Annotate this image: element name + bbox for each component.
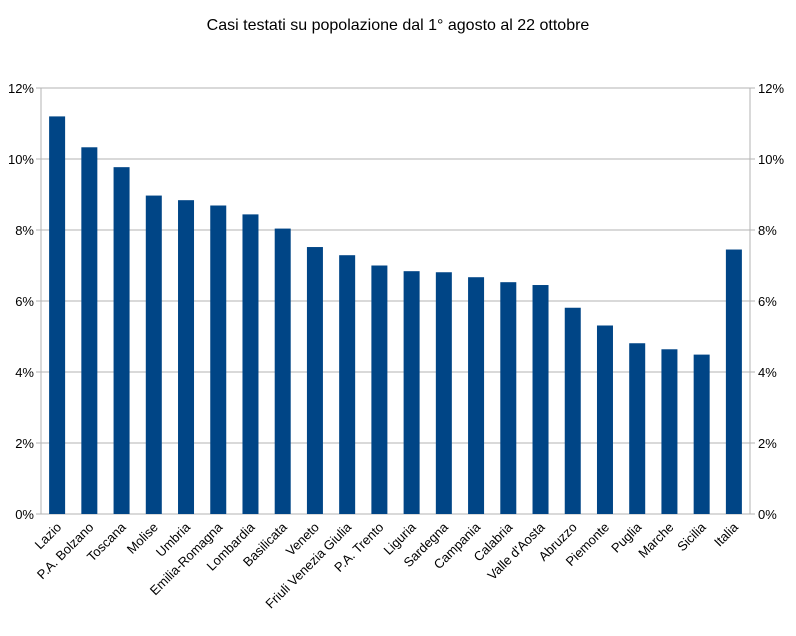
axes [40,88,751,514]
bar [210,205,227,514]
bar [629,343,646,514]
y-tick-label-right: 4% [758,365,777,380]
bar [693,354,710,514]
bar [564,307,581,514]
bar [500,282,517,514]
bar [403,271,420,514]
gridlines [36,87,755,515]
y-tick-label-left: 8% [15,223,34,238]
bar [81,147,98,514]
bar [274,228,291,514]
bar [661,349,678,514]
bar [113,167,130,515]
y-tick-label-left: 6% [15,294,34,309]
bar [178,200,195,514]
y-tick-label-left: 12% [8,81,34,96]
bar [468,277,485,514]
left-y-axis-ticks: 0% 2% 4% 6% 8% 10% 12% [8,81,34,522]
y-tick-label-left: 2% [15,436,34,451]
y-tick-label-left: 10% [8,152,34,167]
right-y-axis-ticks: 0% 2% 4% 6% 8% 10% 12% [758,81,784,522]
bar [145,195,162,514]
x-tick-label: Italia [711,519,742,550]
bar [339,255,356,514]
y-tick-label-right: 8% [758,223,777,238]
y-tick-label-right: 12% [758,81,784,96]
bar [306,247,323,515]
y-tick-label-left: 0% [15,507,34,522]
x-tick-label: Marche [635,520,676,561]
bar [725,249,742,514]
y-tick-label-right: 6% [758,294,777,309]
y-tick-label-right: 0% [758,507,777,522]
bar [49,116,66,515]
bar [435,272,452,514]
bar [532,285,549,514]
y-tick-label-right: 10% [758,152,784,167]
y-tick-label-left: 4% [15,365,34,380]
y-tick-label-right: 2% [758,436,777,451]
bars [49,116,742,515]
bar [596,325,613,514]
x-tick-label: Sicilia [674,519,709,554]
chart-title: Casi testati su popolazione dal 1° agost… [207,17,590,34]
bar [371,265,388,514]
bar [242,214,259,514]
